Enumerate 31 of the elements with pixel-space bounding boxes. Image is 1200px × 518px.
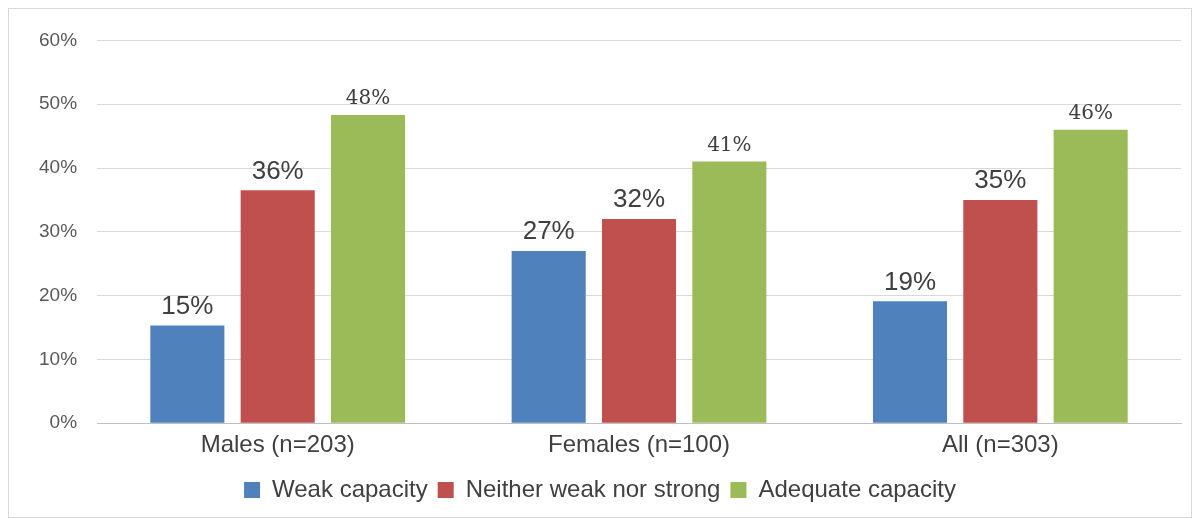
bar	[601, 219, 677, 423]
bar	[692, 161, 767, 423]
bar	[511, 250, 586, 423]
bar	[150, 325, 225, 423]
y-tick-label: 0%	[49, 411, 78, 433]
legend-label: Weak capacity	[272, 474, 428, 502]
bar	[963, 199, 1038, 423]
x-tick-label: Females (n=100)	[547, 430, 731, 458]
legend-label: Adequate capacity	[758, 474, 956, 502]
bar	[240, 190, 315, 423]
bar	[330, 115, 406, 423]
data-label: 46%	[1068, 99, 1113, 124]
y-tick-label: 30%	[39, 220, 78, 242]
data-label: 32%	[612, 183, 666, 214]
y-tick-label: 10%	[39, 347, 78, 369]
bar	[872, 301, 948, 423]
data-label: 19%	[883, 265, 937, 296]
data-label: 15%	[161, 289, 214, 320]
legend-label: Neither weak nor strong	[465, 474, 721, 502]
x-tick-label: Males (n=203)	[200, 430, 355, 458]
x-tick-label: All (n=303)	[941, 430, 1059, 458]
y-tick-label: 50%	[39, 92, 78, 114]
data-label: 35%	[974, 164, 1027, 195]
data-label: 48%	[345, 85, 391, 110]
y-tick-label: 20%	[39, 283, 78, 305]
data-label: 27%	[522, 215, 575, 246]
data-label: 41%	[707, 131, 752, 156]
data-label: 36%	[251, 154, 304, 185]
y-tick-label: 60%	[39, 28, 78, 50]
bar	[1053, 129, 1128, 423]
y-tick-label: 40%	[39, 156, 78, 178]
